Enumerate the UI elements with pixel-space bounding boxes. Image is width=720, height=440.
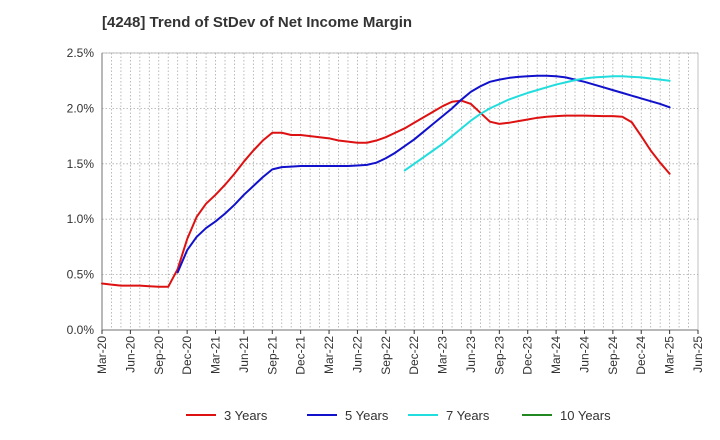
y-tick-label: 1.0%: [67, 212, 95, 226]
y-tick-label: 2.5%: [67, 46, 95, 60]
legend-label-10-years: 10 Years: [560, 408, 611, 423]
y-tick-label: 2.0%: [67, 101, 95, 115]
x-tick-label: Sep-20: [152, 336, 166, 375]
x-tick-label: Dec-23: [521, 336, 535, 375]
y-tick-label: 0.5%: [67, 268, 95, 282]
series-line-5-years: [176, 74, 671, 274]
legend-label-7-years: 7 Years: [446, 408, 490, 423]
x-tick-label: Mar-24: [549, 336, 563, 374]
x-tick-label: Mar-25: [663, 336, 677, 374]
x-tick-label: Sep-22: [379, 336, 393, 375]
x-tick-label: Sep-23: [492, 336, 506, 375]
series-line-7-years: [403, 75, 671, 172]
x-tick-label: Jun-21: [237, 336, 251, 373]
x-tick-label: Mar-20: [95, 336, 109, 374]
series-line-3-years: [101, 99, 671, 288]
legend-label-3-years: 3 Years: [224, 408, 268, 423]
x-tick-label: Dec-22: [407, 336, 421, 375]
x-tick-label: Sep-21: [265, 336, 279, 375]
x-tick-label: Jun-23: [464, 336, 478, 373]
x-tick-label: Mar-22: [322, 336, 336, 374]
x-tick-label: Dec-24: [634, 336, 648, 375]
x-tick-label: Jun-24: [577, 336, 591, 373]
y-tick-label: 1.5%: [67, 157, 95, 171]
x-tick-label: Jun-20: [123, 336, 137, 373]
x-tick-label: Mar-23: [436, 336, 450, 374]
x-tick-label: Dec-21: [294, 336, 308, 375]
plot-area: [102, 53, 698, 330]
x-tick-label: Jun-25: [691, 336, 705, 373]
chart-title: [4248] Trend of StDev of Net Income Marg…: [102, 14, 413, 31]
y-tick-label: 0.0%: [67, 323, 95, 337]
plot-border: [101, 52, 699, 331]
x-tick-label: Mar-21: [209, 336, 223, 374]
x-tick-label: Jun-22: [350, 336, 364, 373]
legend-label-5-years: 5 Years: [345, 408, 389, 423]
x-tick-label: Dec-20: [180, 336, 194, 375]
x-tick-label: Sep-24: [606, 336, 620, 375]
